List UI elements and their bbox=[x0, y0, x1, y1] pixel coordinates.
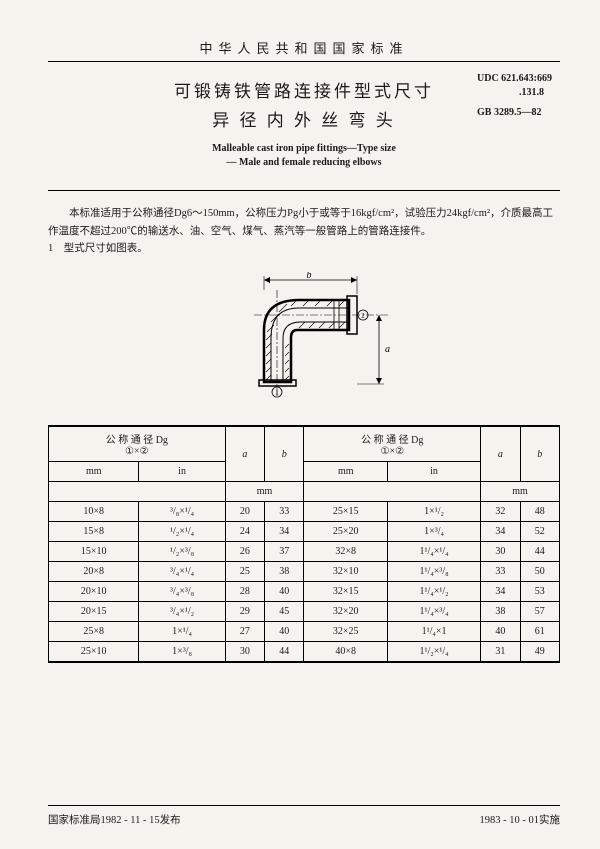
scope-paragraph: 本标准适用于公称通径Dg6～150mm，公称压力Pg小于或等于16kgf/cm²… bbox=[48, 205, 560, 241]
elbow-diagram: b bbox=[48, 272, 560, 407]
table-row: 20×8³/₄×¹/₄253832×101¹/₄×³/₈3350 bbox=[49, 562, 560, 582]
unit-row-mm-l2: mm bbox=[225, 482, 304, 502]
table-row: 25×81×¹/₄274032×251¹/₄×14061 bbox=[49, 622, 560, 642]
national-standard-label: 中华人民共和国国家标准 bbox=[48, 38, 560, 57]
port-1-label: 1 bbox=[275, 389, 279, 397]
issue-date: 国家标准局1982 - 11 - 15发布 bbox=[48, 812, 181, 827]
gb-code: GB 3289.5—82 bbox=[477, 106, 552, 120]
table-row: 20×10³/₄×³/₈284032×151¹/₄×¹/₂3453 bbox=[49, 582, 560, 602]
title-en-line1: Malleable cast iron pipe fittings—Type s… bbox=[48, 142, 560, 156]
unit-row-mm-r2: mm bbox=[481, 482, 560, 502]
unit-mm-2: mm bbox=[304, 462, 388, 482]
dim-a-label: a bbox=[385, 344, 390, 355]
table-row: 15×10¹/₂×³/₈263732×81¹/₄×¹/₄3044 bbox=[49, 542, 560, 562]
unit-row-mm-l bbox=[49, 482, 226, 502]
classification-codes: UDC 621.643:669 .131.8 GB 3289.5—82 bbox=[477, 72, 552, 120]
table-row: 25×101×³/₈304440×81¹/₂×¹/₄3149 bbox=[49, 642, 560, 663]
table-row: 20×15³/₄×¹/₂294532×201¹/₄×³/₄3857 bbox=[49, 602, 560, 622]
col-b-right: b bbox=[520, 426, 559, 482]
unit-mm-1: mm bbox=[49, 462, 139, 482]
title-en-line2: — Male and female reducing elbows bbox=[48, 156, 560, 170]
col-b-left: b bbox=[265, 426, 304, 482]
table-row: 15×8¹/₂×¹/₄243425×201×³/₄3452 bbox=[49, 522, 560, 542]
separator-rule bbox=[48, 190, 560, 191]
dimensions-table: 公 称 通 径 Dg ①×② a b 公 称 通 径 Dg ①×② a b mm… bbox=[48, 425, 560, 663]
effective-date: 1983 - 10 - 01实施 bbox=[480, 812, 561, 827]
unit-in-2: in bbox=[387, 462, 480, 482]
document-page: 中华人民共和国国家标准 UDC 621.643:669 .131.8 GB 32… bbox=[0, 0, 600, 849]
dim-b-label: b bbox=[307, 272, 312, 281]
unit-row-mm-r bbox=[304, 482, 481, 502]
header-rule bbox=[48, 61, 560, 62]
udc-code: UDC 621.643:669 bbox=[477, 72, 552, 86]
section-1-label: 1 型式尺寸如图表。 bbox=[48, 240, 560, 258]
col-a-left: a bbox=[225, 426, 264, 482]
table-row: 10×8³/₈×¹/₄203325×151×¹/₂3248 bbox=[49, 502, 560, 522]
col-dg-right: 公 称 通 径 Dg ①×② bbox=[304, 426, 481, 462]
footer: 国家标准局1982 - 11 - 15发布 1983 - 10 - 01实施 bbox=[48, 805, 560, 827]
col-dg-left: 公 称 通 径 Dg ①×② bbox=[49, 426, 226, 462]
port-2-label: 2 bbox=[361, 312, 365, 320]
unit-in-1: in bbox=[139, 462, 225, 482]
title-english: Malleable cast iron pipe fittings—Type s… bbox=[48, 142, 560, 170]
footer-rule bbox=[48, 805, 560, 806]
udc-code-2: .131.8 bbox=[477, 86, 552, 100]
col-a-right: a bbox=[481, 426, 520, 482]
